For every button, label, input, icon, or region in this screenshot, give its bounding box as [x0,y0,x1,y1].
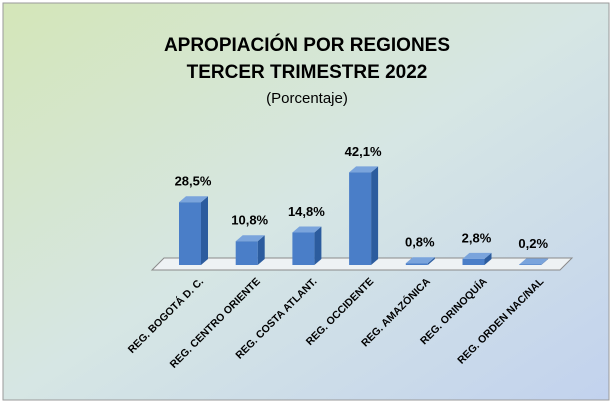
bar-face [484,252,492,265]
bar-face [519,258,549,265]
bar [462,252,492,265]
bar [349,166,379,265]
value-label: 0,2% [518,236,548,251]
bar-face [462,252,492,259]
bar [292,226,322,265]
chart-frame [2,2,610,401]
bar-face [541,258,549,265]
value-label: 2,8% [462,230,492,245]
bar-face [314,226,322,265]
bar [235,235,265,265]
chart-title: APROPIACIÓN POR REGIONES [164,34,450,56]
bar-face [235,241,258,265]
bar-face [257,235,265,265]
value-label: 0,8% [405,235,435,250]
bar-face [371,166,379,265]
value-label: 14,8% [288,204,325,219]
bar-face [292,226,322,233]
value-label: 28,5% [175,174,212,189]
bar [405,257,435,265]
bar-face [462,258,485,265]
bar-face [405,257,435,264]
bar-face [292,232,315,265]
bar-face [427,257,435,265]
bar-face [405,263,428,265]
bar-face [179,202,201,265]
bar [179,196,208,265]
chart-subtitle: TERCER TRIMESTRE 2022 [187,62,428,83]
chart-note: (Porcentaje) [266,90,348,107]
bar-face [201,196,208,265]
bar-face [179,196,208,203]
value-label: 10,8% [231,213,268,228]
value-label: 42,1% [345,144,382,159]
bar-face [349,172,372,265]
bar [519,258,549,265]
bar-face [349,166,379,173]
bar-face [235,235,265,242]
